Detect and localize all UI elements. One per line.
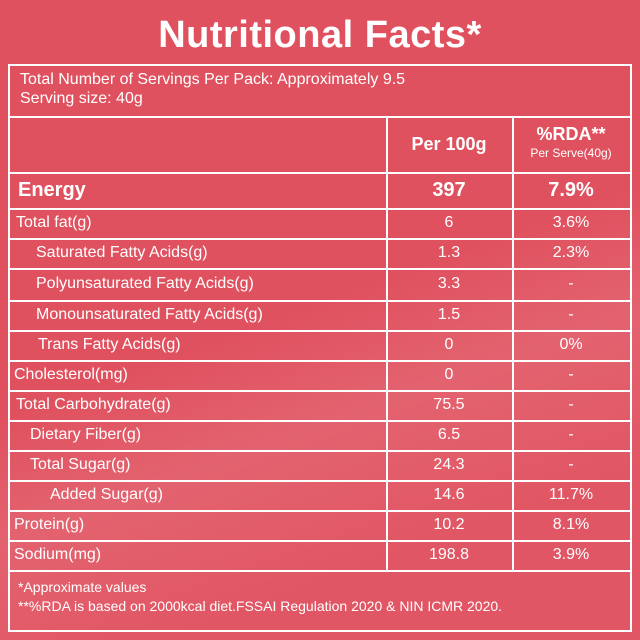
page-title: Nutritional Facts* [158, 14, 482, 56]
nutrient-per-100g: 6 [444, 214, 454, 231]
footnotes: *Approximate values **%RDA is based on 20… [18, 578, 502, 616]
table-divider [10, 540, 630, 542]
nutrient-rda: 11.7% [548, 486, 594, 503]
column-divider [512, 116, 514, 570]
nutrient-rda: - [568, 306, 574, 323]
nutrient-per-100g: 14.6 [433, 486, 465, 503]
nutrient-rda: - [568, 426, 574, 443]
nutrient-rda: - [568, 366, 574, 383]
nutrient-label: Monounsaturated Fatty Acids(g) [36, 306, 263, 323]
table-divider [10, 172, 630, 174]
nutrient-per-100g: 3.3 [437, 275, 461, 292]
servings-per-pack: Total Number of Servings Per Pack: Appro… [20, 71, 406, 88]
table-divider [10, 480, 630, 482]
nutrient-label: Sodium(mg) [14, 546, 102, 563]
table-divider [10, 300, 630, 302]
nutrient-label: Polyunsaturated Fatty Acids(g) [36, 275, 254, 292]
serving-size: Serving size: 40g [20, 90, 143, 107]
nutrient-per-100g: 75.5 [433, 396, 465, 413]
header-per-100g: Per 100g [411, 133, 487, 154]
nutrient-rda: 2.3% [552, 244, 590, 261]
nutrient-label: Saturated Fatty Acids(g) [36, 244, 208, 261]
table-divider [10, 450, 630, 452]
nutrient-rda: 8.1% [552, 516, 590, 533]
nutrient-label: Total Sugar(g) [30, 456, 131, 473]
nutrient-label: Total fat(g) [16, 214, 92, 231]
nutrient-rda: 7.9% [548, 178, 594, 201]
table-divider [10, 268, 630, 270]
nutrient-label: Dietary Fiber(g) [30, 426, 142, 443]
nutrient-label: Total Carbohydrate(g) [16, 396, 171, 413]
nutrient-per-100g: 0 [444, 336, 454, 353]
table-divider [10, 116, 630, 118]
nutrient-label: Trans Fatty Acids(g) [38, 336, 181, 353]
nutrient-label: Protein(g) [14, 516, 85, 533]
nutrient-per-100g: 397 [432, 178, 466, 201]
header-rda-label: %RDA** [536, 124, 606, 144]
nutrient-per-100g: 1.5 [437, 306, 461, 323]
header-rda: %RDA** Per Serve(40g) [512, 116, 630, 172]
footnote: **%RDA is based on 2000kcal diet.FSSAI R… [18, 598, 503, 614]
nutrient-per-100g: 6.5 [437, 426, 461, 443]
table-divider [10, 420, 630, 422]
nutrient-label: Added Sugar(g) [50, 486, 163, 503]
footnote: *Approximate values [18, 579, 147, 595]
column-divider [386, 116, 388, 570]
nutrient-per-100g: 198.8 [428, 546, 470, 563]
header-rda-sub: Per Serve(40g) [530, 146, 612, 160]
nutrient-rda: - [568, 396, 574, 413]
nutrient-per-100g: 24.3 [433, 456, 465, 473]
servings-info: Total Number of Servings Per Pack: Appro… [20, 70, 405, 108]
nutrient-per-100g: 10.2 [433, 516, 465, 533]
nutrient-rda: - [568, 275, 574, 292]
nutrient-rda: 0% [559, 336, 583, 353]
nutrient-label: Cholesterol(mg) [14, 366, 128, 383]
table-divider [10, 570, 630, 572]
nutrition-table: Total Number of Servings Per Pack: Appro… [8, 64, 632, 632]
nutrient-rda: 3.9% [552, 546, 590, 563]
table-divider [10, 390, 630, 392]
table-divider [10, 238, 630, 240]
nutrient-label: Energy [18, 178, 86, 201]
nutrient-per-100g: 0 [444, 366, 454, 383]
table-divider [10, 360, 630, 362]
nutrient-rda: - [568, 456, 574, 473]
table-divider [10, 330, 630, 332]
nutrient-rda: 3.6% [552, 214, 590, 231]
table-divider [10, 510, 630, 512]
nutrient-per-100g: 1.3 [437, 244, 461, 261]
table-divider [10, 208, 630, 210]
